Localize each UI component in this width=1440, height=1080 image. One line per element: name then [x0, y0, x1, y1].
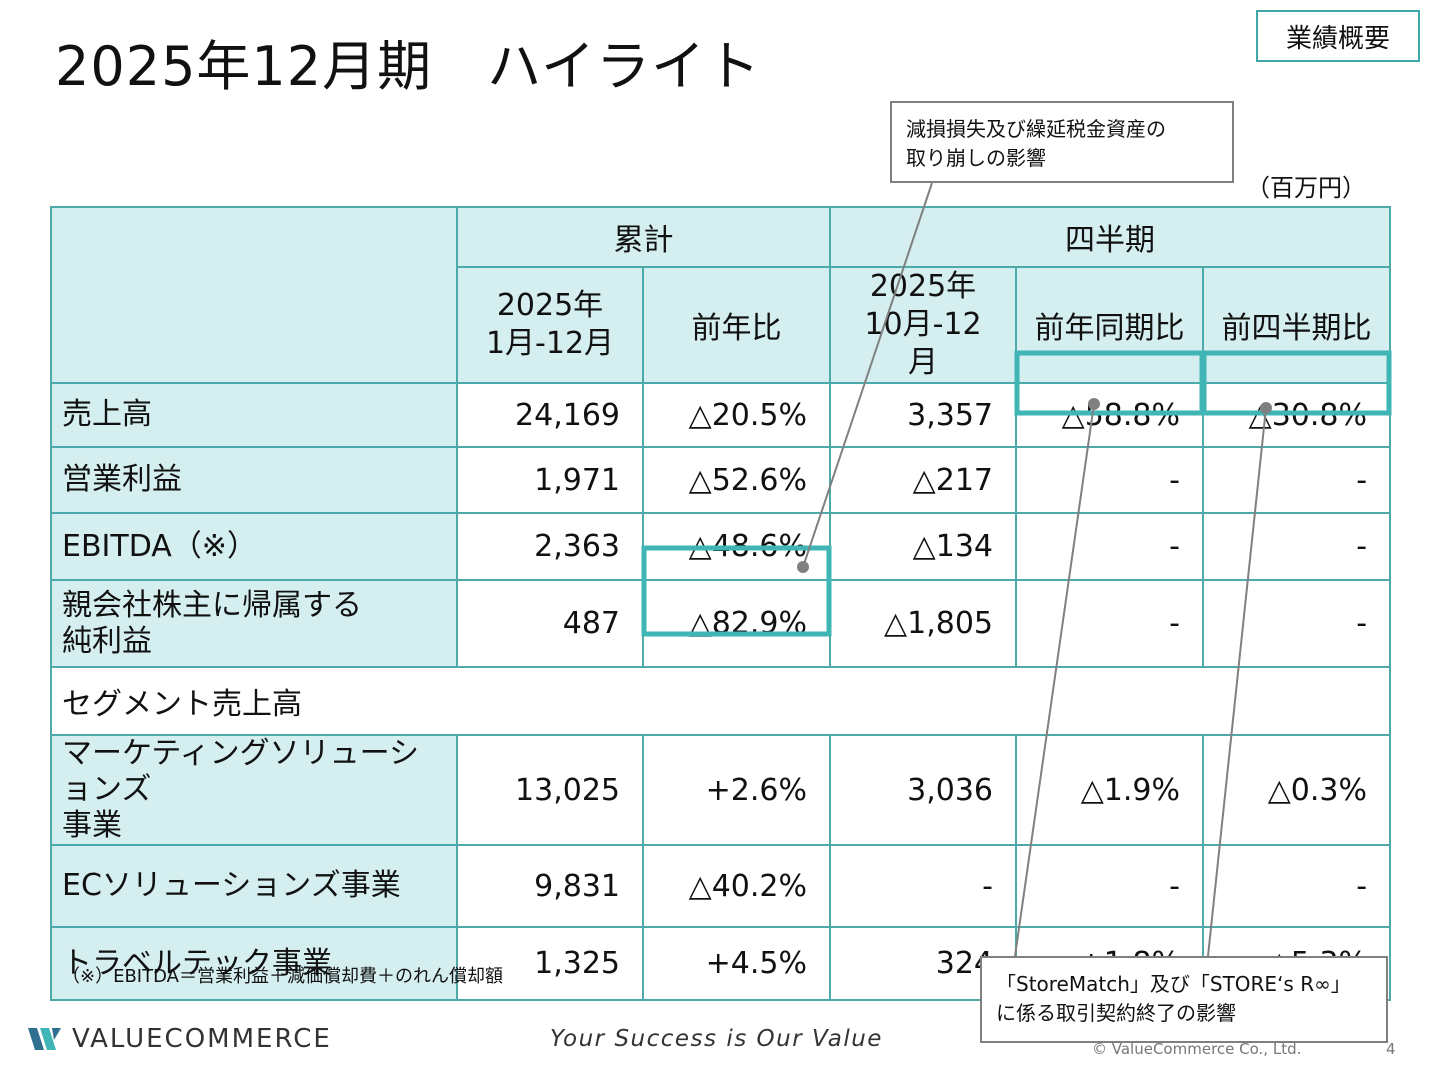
value-cell: △1,805	[829, 579, 1017, 668]
value-cell: +2.6%	[642, 734, 831, 846]
segment-header: セグメント売上高	[49, 666, 1392, 736]
highlights-table: 累計 四半期 2025年 1月-12月 前年比 2025年 10月-12月 前年同期…	[49, 206, 1392, 1001]
value-cell: -	[829, 844, 1017, 928]
header-text: 2025年	[869, 269, 977, 304]
value-cell: 3,036	[829, 734, 1017, 846]
value-cell: 487	[456, 579, 644, 668]
row-label: ECソリューションズ事業	[50, 844, 458, 928]
tagline: Your Success is Our Value	[550, 1026, 883, 1052]
unit-label: （百万円）	[1246, 174, 1366, 202]
value-cell: △134	[829, 512, 1017, 581]
value-cell: -	[1201, 512, 1392, 581]
callout-line: 減損損失及び繰延税金資産の	[906, 117, 1166, 141]
value-cell: 3,357	[829, 382, 1017, 448]
header-cumulative: 累計	[456, 206, 831, 268]
logo-mark-icon	[28, 1028, 61, 1050]
table-row: ECソリューションズ事業 9,831 △40.2% - - -	[50, 844, 1392, 928]
callout-impairment: 減損損失及び繰延税金資産の 取り崩しの影響	[890, 101, 1234, 183]
row-label: マーケティングソリューションズ 事業	[50, 734, 458, 846]
header-row-groups: 累計 四半期	[50, 206, 1392, 384]
value-cell: △52.6%	[642, 446, 831, 514]
value-cell: △58.8%	[1015, 382, 1204, 448]
page-number: 4	[1386, 1040, 1396, 1058]
value-cell: 13,025	[456, 734, 644, 846]
row-label: 親会社株主に帰属する 純利益	[50, 579, 458, 668]
header-text: 1月-12月	[485, 326, 615, 361]
label-line: 親会社株主に帰属する	[62, 587, 362, 623]
row-label: トラベルテック事業	[50, 926, 458, 1001]
header-cum-yoy: 前年比	[642, 266, 831, 384]
label-line: マーケティングソリューションズ	[62, 736, 419, 807]
value-cell: 9,831	[456, 844, 644, 928]
value-cell: -	[1201, 844, 1392, 928]
table-row: マーケティングソリューションズ 事業 13,025 +2.6% 3,036 △1.…	[50, 734, 1392, 846]
header-q-period: 2025年 10月-12月	[829, 266, 1017, 384]
header-quarter: 四半期	[828, 206, 1392, 268]
row-label: 営業利益	[50, 446, 458, 514]
value-cell: △30.8%	[1201, 382, 1392, 448]
page-title: 2025年12月期 ハイライト	[55, 35, 762, 98]
company-logo: VALUECOMMERCE	[28, 1024, 332, 1054]
value-cell: △0.3%	[1201, 734, 1392, 846]
value-cell: △217	[829, 446, 1017, 514]
value-cell: △20.5%	[642, 382, 831, 448]
callout-line: に係る取引契約終了の影響	[996, 1001, 1236, 1025]
copyright: © ValueCommerce Co., Ltd.	[1092, 1040, 1302, 1058]
value-cell: -	[1015, 512, 1204, 581]
value-cell: 1,971	[456, 446, 644, 514]
section-badge: 業績概要	[1256, 10, 1420, 62]
row-label: EBITDA（※）	[50, 512, 458, 581]
logo-text: VALUECOMMERCE	[72, 1024, 332, 1054]
value-cell: 2,363	[456, 512, 644, 581]
header-text: 10月-12月	[864, 307, 982, 380]
value-cell: -	[1015, 446, 1204, 514]
callout-line: 「StoreMatch」及び「STORE‘s R∞」	[996, 972, 1351, 996]
label-line: 事業	[62, 808, 122, 843]
table-row: 営業利益 1,971 △52.6% △217 - -	[50, 446, 1392, 514]
table-row: 親会社株主に帰属する 純利益 487 △82.9% △1,805 - -	[50, 579, 1392, 668]
table-row: EBITDA（※） 2,363 △48.6% △134 - -	[50, 512, 1392, 581]
header-text: 2025年	[496, 288, 604, 323]
header-q-yoy: 前年同期比	[1015, 266, 1204, 384]
callout-storematch: 「StoreMatch」及び「STORE‘s R∞」 に係る取引契約終了の影響	[980, 956, 1388, 1043]
value-cell: -	[1201, 579, 1392, 668]
label-line: 純利益	[62, 623, 152, 659]
footnote: （※）EBITDA＝営業利益＋減価償却費＋のれん償却額	[62, 966, 503, 987]
row-label: 売上高	[50, 382, 458, 448]
value-cell: -	[1015, 579, 1204, 668]
value-cell: +4.5%	[642, 926, 831, 1001]
value-cell: 1,325	[456, 926, 644, 1001]
segment-header-row: セグメント売上高	[49, 666, 1392, 736]
callout-line: 取り崩しの影響	[906, 146, 1046, 170]
header-corner	[50, 206, 458, 384]
value-cell: △82.9%	[642, 579, 831, 668]
header-cum-period: 2025年 1月-12月	[456, 266, 644, 384]
value-cell: △1.9%	[1015, 734, 1204, 846]
value-cell: 24,169	[456, 382, 644, 448]
value-cell: -	[1201, 446, 1392, 514]
header-q-qoq: 前四半期比	[1201, 266, 1392, 384]
value-cell: △48.6%	[642, 512, 831, 581]
table-row: 売上高 24,169 △20.5% 3,357 △58.8% △30.8%	[50, 382, 1392, 448]
value-cell: -	[1015, 844, 1204, 928]
value-cell: △40.2%	[642, 844, 831, 928]
